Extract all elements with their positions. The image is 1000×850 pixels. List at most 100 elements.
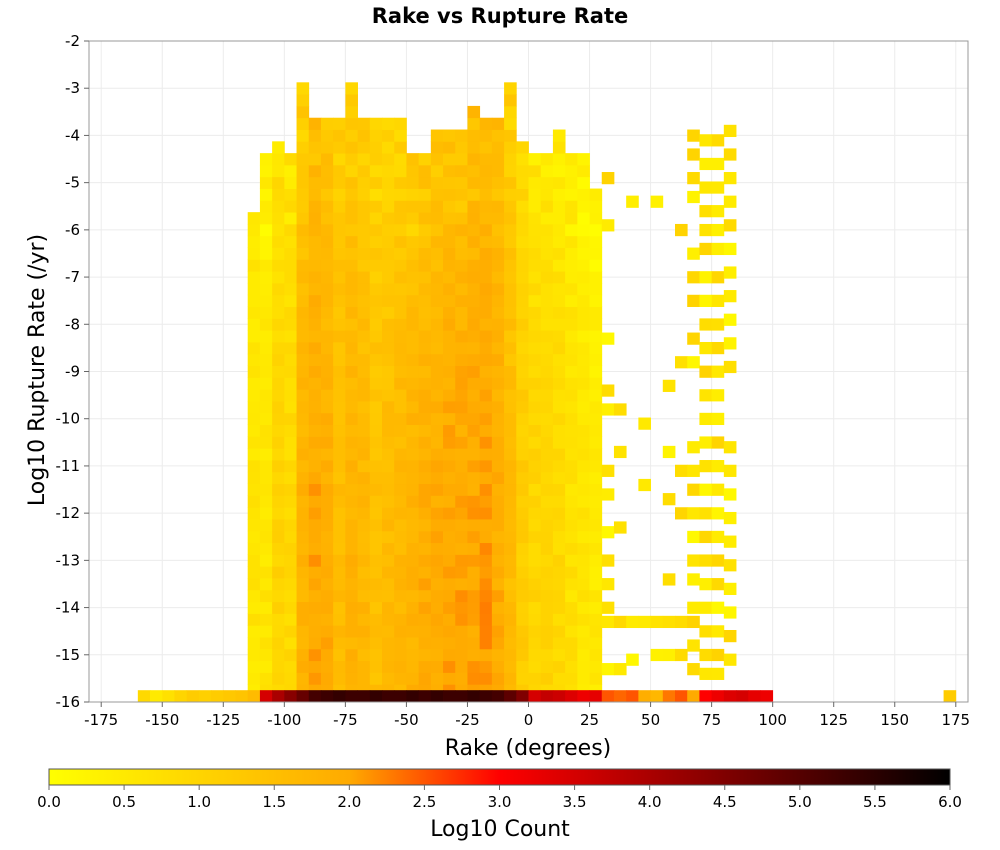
heatmap-cell xyxy=(259,306,273,319)
heatmap-cell xyxy=(711,271,725,284)
heatmap-cell xyxy=(443,318,456,331)
heatmap-cell xyxy=(284,542,297,555)
heatmap-cell xyxy=(443,672,456,685)
heatmap-cell xyxy=(320,601,334,614)
heatmap-cell xyxy=(699,318,713,331)
heatmap-cell xyxy=(699,554,713,567)
heatmap-cell xyxy=(467,625,481,638)
heatmap-cell xyxy=(382,495,395,508)
heatmap-cell xyxy=(443,176,456,189)
heatmap-cell xyxy=(504,105,517,119)
heatmap-cell xyxy=(247,554,261,567)
heatmap-cell xyxy=(430,637,444,650)
heatmap-cell xyxy=(711,205,725,218)
heatmap-cell xyxy=(516,601,529,614)
heatmap-cell xyxy=(259,282,273,296)
heatmap-cell xyxy=(345,401,358,414)
heatmap-cell xyxy=(516,318,529,331)
heatmap-cell xyxy=(491,637,505,650)
heatmap-cell xyxy=(723,559,737,572)
heatmap-cell-bottom xyxy=(638,690,651,703)
heatmap-cell xyxy=(467,389,481,402)
heatmap-cell xyxy=(430,164,444,178)
heatmap-cell xyxy=(333,306,346,319)
heatmap-cell xyxy=(272,330,285,343)
heatmap-cell xyxy=(418,153,432,166)
heatmap-cell xyxy=(357,625,371,638)
heatmap-cell xyxy=(540,554,554,567)
heatmap-cell xyxy=(699,157,713,171)
heatmap-cell xyxy=(406,282,420,296)
heatmap-cell xyxy=(613,663,627,676)
heatmap-cell xyxy=(565,471,578,485)
heatmap-cell xyxy=(259,200,273,213)
heatmap-cell xyxy=(272,247,285,260)
heatmap-cell xyxy=(345,176,358,189)
heatmap-cell-bottom xyxy=(687,690,700,703)
heatmap-cell xyxy=(369,589,383,603)
heatmap-cell xyxy=(443,637,456,650)
heatmap-cell-bottom xyxy=(723,690,737,703)
heatmap-cell xyxy=(467,507,481,520)
heatmap-cell xyxy=(418,318,432,331)
heatmap-cell xyxy=(247,637,261,650)
heatmap-cell xyxy=(357,389,371,402)
heatmap-cell xyxy=(528,282,542,296)
heatmap-cell xyxy=(479,448,493,461)
heatmap-cell xyxy=(430,271,444,284)
heatmap-cell xyxy=(711,578,725,591)
heatmap-cell xyxy=(516,460,529,473)
heatmap-cell xyxy=(443,424,456,437)
heatmap-cell xyxy=(394,542,407,555)
heatmap-cell xyxy=(479,436,493,449)
heatmap-cell xyxy=(589,306,603,319)
heatmap-cell xyxy=(552,637,566,650)
heatmap-cell xyxy=(247,341,261,355)
heatmap-cell xyxy=(552,460,566,473)
heatmap-cell xyxy=(528,341,542,355)
heatmap-cell xyxy=(650,195,664,208)
heatmap-cell xyxy=(504,153,517,166)
heatmap-cell xyxy=(467,141,481,154)
heatmap-cell xyxy=(272,341,285,355)
heatmap-cell xyxy=(394,471,407,485)
heatmap-cell xyxy=(467,613,481,626)
heatmap-cell xyxy=(504,448,517,461)
heatmap-cell xyxy=(406,566,420,579)
heatmap-cell xyxy=(504,507,517,520)
heatmap-cell xyxy=(272,235,285,248)
heatmap-cell xyxy=(259,660,273,673)
heatmap-cell xyxy=(406,341,420,355)
heatmap-cell xyxy=(284,341,297,355)
heatmap-cell xyxy=(357,566,371,579)
heatmap-cell xyxy=(711,648,725,662)
heatmap-cell xyxy=(406,200,420,213)
heatmap-cell xyxy=(552,412,566,426)
x-axis-label: Rake (degrees) xyxy=(445,736,612,761)
heatmap-cell xyxy=(479,365,493,378)
heatmap-cell xyxy=(394,330,407,343)
heatmap-cell xyxy=(552,507,566,520)
x-tick-label: 50 xyxy=(641,711,660,729)
heatmap-cell xyxy=(308,460,322,473)
heatmap-cell xyxy=(516,578,529,591)
heatmap-cell xyxy=(662,445,676,459)
heatmap-cell xyxy=(418,625,432,638)
heatmap-cell xyxy=(565,625,578,638)
heatmap-cell xyxy=(491,318,505,331)
heatmap-cell xyxy=(345,436,358,449)
heatmap-cell xyxy=(528,436,542,449)
heatmap-cell xyxy=(565,212,578,225)
heatmap-cell xyxy=(430,365,444,378)
heatmap-cell xyxy=(443,566,456,579)
heatmap-cell xyxy=(430,389,444,402)
x-tick-label: -175 xyxy=(84,711,118,729)
heatmap-cell xyxy=(394,117,407,130)
heatmap-cell xyxy=(406,424,420,437)
heatmap-cell xyxy=(565,578,578,591)
heatmap-cell xyxy=(552,377,566,390)
heatmap-cell xyxy=(479,330,493,343)
heatmap-cell xyxy=(345,377,358,390)
heatmap-cell xyxy=(565,589,578,603)
heatmap-cell xyxy=(638,615,651,629)
